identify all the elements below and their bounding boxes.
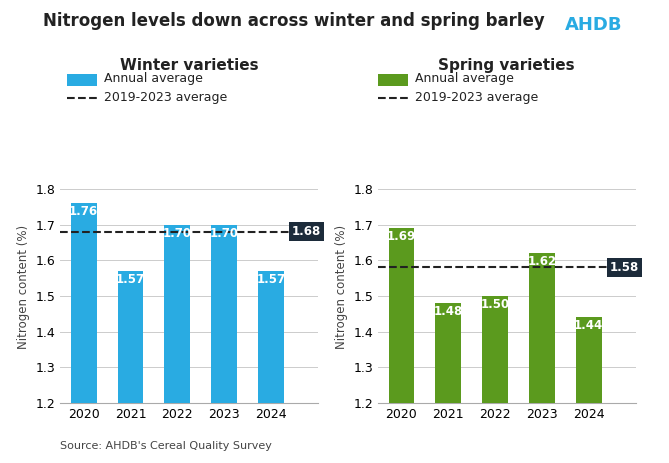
Bar <box>389 228 414 403</box>
Bar <box>118 271 143 403</box>
Text: 2019-2023 average: 2019-2023 average <box>415 91 538 104</box>
Text: 1.76: 1.76 <box>69 205 98 218</box>
Text: 1.70: 1.70 <box>209 226 239 239</box>
Text: Source: AHDB's Cereal Quality Survey: Source: AHDB's Cereal Quality Survey <box>60 441 272 451</box>
Text: Annual average: Annual average <box>104 72 203 85</box>
Bar <box>576 317 601 403</box>
Y-axis label: Nitrogen content (%): Nitrogen content (%) <box>334 225 348 349</box>
Text: 1.57: 1.57 <box>116 273 145 286</box>
Text: 1.58: 1.58 <box>610 261 639 274</box>
Text: 1.70: 1.70 <box>163 226 192 239</box>
Text: Winter varieties: Winter varieties <box>120 58 258 73</box>
Bar <box>436 303 461 403</box>
Text: Annual average: Annual average <box>415 72 514 85</box>
Y-axis label: Nitrogen content (%): Nitrogen content (%) <box>17 225 30 349</box>
Bar <box>71 203 96 403</box>
Text: 1.57: 1.57 <box>256 273 286 286</box>
Text: AHDB: AHDB <box>565 16 622 34</box>
Text: 1.69: 1.69 <box>387 230 416 243</box>
Text: 2019-2023 average: 2019-2023 average <box>104 91 227 104</box>
Text: 1.44: 1.44 <box>574 319 603 332</box>
Bar <box>165 225 190 403</box>
Bar <box>211 225 237 403</box>
Bar <box>258 271 284 403</box>
Text: Spring varieties: Spring varieties <box>438 58 575 73</box>
Text: 1.48: 1.48 <box>434 305 463 318</box>
Text: Nitrogen levels down across winter and spring barley: Nitrogen levels down across winter and s… <box>43 12 545 30</box>
Bar <box>482 296 508 403</box>
Text: 1.68: 1.68 <box>292 225 321 238</box>
Text: 1.50: 1.50 <box>480 298 510 311</box>
Bar <box>529 253 555 403</box>
Text: 1.62: 1.62 <box>527 255 557 268</box>
